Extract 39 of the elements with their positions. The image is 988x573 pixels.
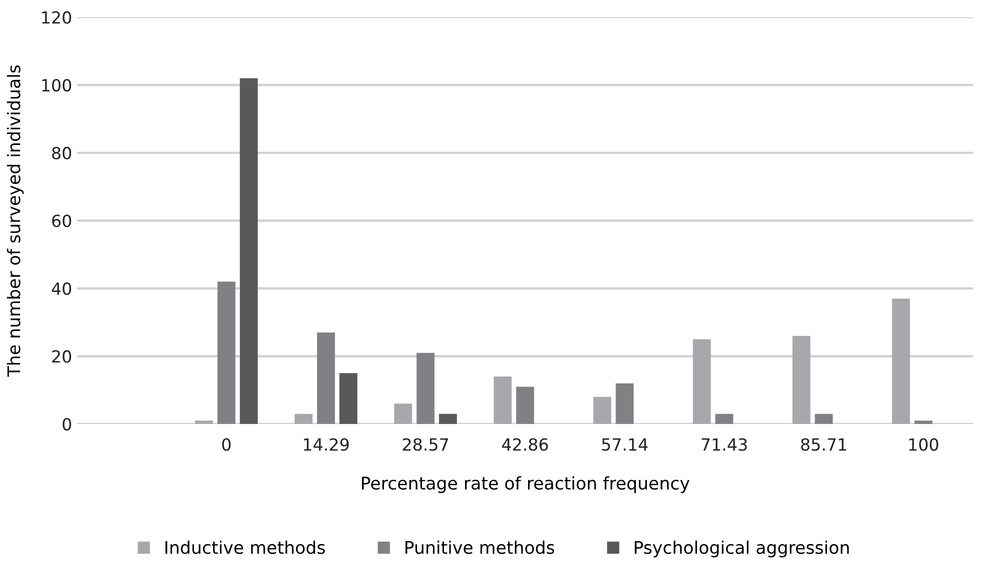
bar xyxy=(217,282,236,424)
x-tick-label: 14.29 xyxy=(304,438,349,451)
x-axis-title: Percentage rate of reaction frequency xyxy=(362,476,690,494)
y-tick-label: 20 xyxy=(52,350,72,363)
x-tick-label: 85.71 xyxy=(801,438,846,451)
bar xyxy=(394,404,412,424)
legend-label: Inductive methods xyxy=(166,540,325,554)
bar xyxy=(516,386,534,424)
y-tick-label: 40 xyxy=(52,282,72,295)
bar xyxy=(616,383,634,424)
x-tick-label: 57.14 xyxy=(602,438,648,451)
bar xyxy=(692,339,711,424)
y-tick-label: 120 xyxy=(42,11,72,24)
bar xyxy=(814,414,833,424)
bar xyxy=(494,376,512,424)
x-tick-label: 42.86 xyxy=(502,438,548,451)
bar xyxy=(195,420,213,424)
bar xyxy=(715,414,734,424)
y-axis-title: The number of surveyed individuals xyxy=(6,65,24,377)
x-tick-label: 28.57 xyxy=(402,438,448,451)
bar xyxy=(792,336,810,424)
y-tick-label: 0 xyxy=(62,418,72,431)
bar xyxy=(240,78,258,424)
x-tick-label: 0 xyxy=(222,438,231,451)
y-tick-label: 100 xyxy=(42,78,72,92)
bar xyxy=(438,414,457,424)
y-tick-label: 60 xyxy=(52,214,72,228)
bar xyxy=(294,414,313,424)
bar xyxy=(317,332,335,424)
bar xyxy=(593,396,612,424)
bar xyxy=(892,298,910,424)
y-tick-label: 80 xyxy=(52,146,72,160)
x-tick-label: 100 xyxy=(909,438,938,451)
bar xyxy=(339,373,358,424)
bar xyxy=(914,420,932,424)
x-tick-label: 71.43 xyxy=(702,438,747,451)
legend-label: Punitive methods xyxy=(406,540,554,554)
bar xyxy=(416,352,435,424)
legend-label: Psychological aggression xyxy=(634,540,849,558)
